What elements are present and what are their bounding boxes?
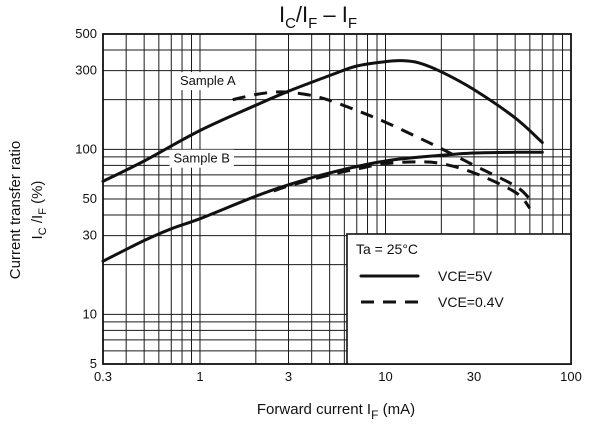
x-tick-labels: 0.3 1 3 10 30 100 [94,369,582,384]
series-line-2-dashed [232,90,531,201]
series-line-3-solid [101,150,544,263]
y-tick-label: 5 [90,356,97,371]
annotation-bg [175,72,240,91]
legend: Ta = 25°C VCE=5V VCE=0.4V [346,233,572,365]
x-tick-label: 0.3 [94,369,112,384]
legend-box [346,233,572,365]
y-tick-label: 50 [83,191,97,206]
legend-entry-solid: VCE=5V [438,268,493,284]
x-tick-label: 10 [378,369,392,384]
y-axis-label-line1: Current transfer ratio [7,141,24,279]
y-tick-labels: 5 10 30 50 100 300 500 [75,26,97,371]
y-axis-label-line2: IC /IF (%) [29,181,49,240]
series-line-1-solid [101,59,544,183]
chart-title: IC/IF – IF [279,2,357,32]
annotations: Sample A Sample B [169,72,240,168]
x-axis-label: Forward current IF (mA) [257,401,415,422]
legend-header: Ta = 25°C [356,241,418,257]
x-tick-label: 3 [285,369,292,384]
y-tick-label: 30 [83,228,97,243]
annotation-label: Sample B [174,151,230,166]
annotation-label: Sample A [180,73,236,88]
legend-entry-dashed: VCE=0.4V [438,294,504,310]
y-tick-label: 10 [83,306,97,321]
y-tick-label: 300 [75,63,97,78]
plot-frame [102,33,572,365]
y-axis-label: Current transfer ratio IC /IF (%) [7,141,49,279]
y-tick-label: 500 [75,26,97,41]
x-tick-label: 1 [196,369,203,384]
series-group [101,59,544,263]
series-line-4-dashed [273,160,531,210]
y-tick-label: 100 [75,141,97,156]
annotation-bg [169,149,234,168]
x-tick-label: 30 [467,369,481,384]
x-tick-label: 100 [560,369,582,384]
